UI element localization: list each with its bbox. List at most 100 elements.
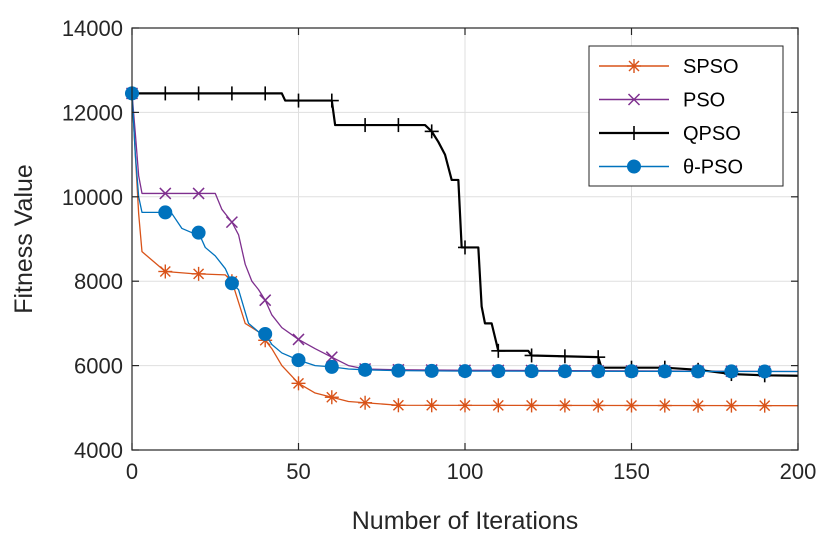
marker-stroke: [592, 399, 604, 411]
marker-stroke: [492, 399, 504, 411]
marker-dot: [557, 364, 572, 379]
marker-stroke: [626, 400, 637, 412]
marker-dot: [158, 205, 173, 220]
marker-stroke: [426, 399, 438, 411]
y-tick-label: 14000: [62, 16, 123, 41]
series-marker-spso: [424, 398, 439, 413]
series-marker-pso: [657, 364, 672, 379]
series-marker-spso: [757, 398, 772, 413]
marker-dot: [691, 364, 706, 379]
ticks: [131, 27, 799, 451]
series-marker-pso: [258, 326, 273, 341]
series-marker-spso: [291, 376, 306, 391]
x-tick-label: 100: [447, 459, 484, 484]
legend-marker: [627, 159, 641, 174]
series-marker-spso: [557, 398, 572, 413]
series-marker-pso: [491, 364, 506, 379]
series-marker-pso: [292, 333, 305, 346]
series-marker-pso: [724, 364, 739, 379]
series-marker-qpso: [391, 118, 406, 133]
legend-label: θ-PSO: [683, 157, 743, 179]
series-marker-pso: [192, 187, 205, 200]
series-marker-qpso: [191, 86, 206, 101]
marker-stroke: [192, 187, 205, 200]
legend-entry-pso: θ-PSO: [599, 157, 743, 179]
marker-dot: [358, 362, 373, 377]
series-marker-pso: [591, 364, 606, 379]
marker-stroke: [392, 399, 404, 411]
legend-marker: [627, 93, 641, 106]
y-axis-title: Fitness Value: [10, 164, 38, 314]
marker-stroke: [526, 399, 538, 411]
marker-dot: [591, 364, 606, 379]
marker-stroke: [159, 187, 172, 200]
series-marker-spso: [391, 398, 406, 413]
marker-dot: [258, 326, 273, 341]
legend-marker: [627, 59, 641, 73]
series-marker-qpso: [424, 124, 439, 139]
legend-entry-qpso: QPSO: [599, 123, 741, 145]
series-marker-pso: [524, 364, 539, 379]
marker-dot: [491, 364, 506, 379]
x-tick-label: 0: [126, 459, 138, 484]
tick-labels: 0 50 100 150 200 4000 6000 8000 10000 12000 14000: [62, 16, 817, 484]
series-marker-spso: [324, 390, 339, 405]
marker-stroke: [725, 400, 737, 412]
marker-dot: [524, 364, 539, 379]
x-tick-label: 50: [286, 459, 310, 484]
marker-stroke: [359, 397, 371, 409]
x-tick-label: 150: [613, 459, 650, 484]
marker-stroke: [627, 93, 641, 106]
marker-stroke: [225, 216, 238, 229]
series-marker-pso: [159, 187, 172, 200]
legend-marker: [627, 126, 641, 140]
series-pso: [125, 86, 799, 379]
marker-stroke: [292, 333, 305, 346]
series-marker-qpso: [291, 93, 306, 108]
y-tick-label: 4000: [74, 438, 123, 463]
marker-stroke: [293, 377, 304, 389]
marker-stroke: [326, 391, 338, 403]
legend-label: QPSO: [683, 123, 741, 145]
legend-entry-pso: PSO: [599, 90, 725, 112]
marker-stroke: [559, 399, 571, 411]
marker-stroke: [659, 400, 671, 412]
series-marker-pso: [424, 363, 439, 378]
series-marker-pso: [691, 364, 706, 379]
y-tick-label: 6000: [74, 354, 123, 379]
series-marker-spso: [491, 398, 506, 413]
series-marker-pso: [224, 276, 239, 291]
marker-dot: [627, 159, 641, 174]
series-marker-pso: [324, 359, 339, 374]
series-marker-pso: [158, 205, 173, 220]
series-marker-qpso: [557, 349, 572, 364]
series-marker-pso: [191, 225, 206, 240]
series-marker-spso: [524, 398, 539, 413]
series-marker-qpso: [158, 86, 173, 101]
legend: SPSO PSO QPSO θ-PSO: [588, 45, 784, 187]
series-marker-pso: [358, 362, 373, 377]
marker-stroke: [159, 265, 171, 277]
marker-stroke: [628, 60, 640, 72]
series-marker-spso: [657, 398, 672, 413]
marker-dot: [458, 364, 472, 379]
series-marker-spso: [458, 398, 472, 413]
series-marker-spso: [691, 398, 706, 413]
legend-box: [588, 45, 784, 187]
series-marker-pso: [458, 364, 472, 379]
marker-dot: [324, 359, 339, 374]
series-marker-qpso: [591, 350, 606, 365]
x-axis-title: Number of Iterations: [352, 507, 579, 535]
marker-dot: [757, 364, 772, 379]
series-marker-spso: [191, 266, 206, 281]
marker-stroke: [325, 351, 338, 364]
marker-stroke: [692, 400, 704, 412]
marker-stroke: [259, 294, 272, 307]
series-marker-pso: [624, 364, 639, 379]
x-tick-label: 200: [780, 459, 817, 484]
series-marker-pso: [557, 364, 572, 379]
marker-stroke: [459, 399, 471, 411]
marker-dot: [191, 225, 206, 240]
series-marker-spso: [591, 398, 606, 413]
marker-stroke: [759, 400, 771, 412]
